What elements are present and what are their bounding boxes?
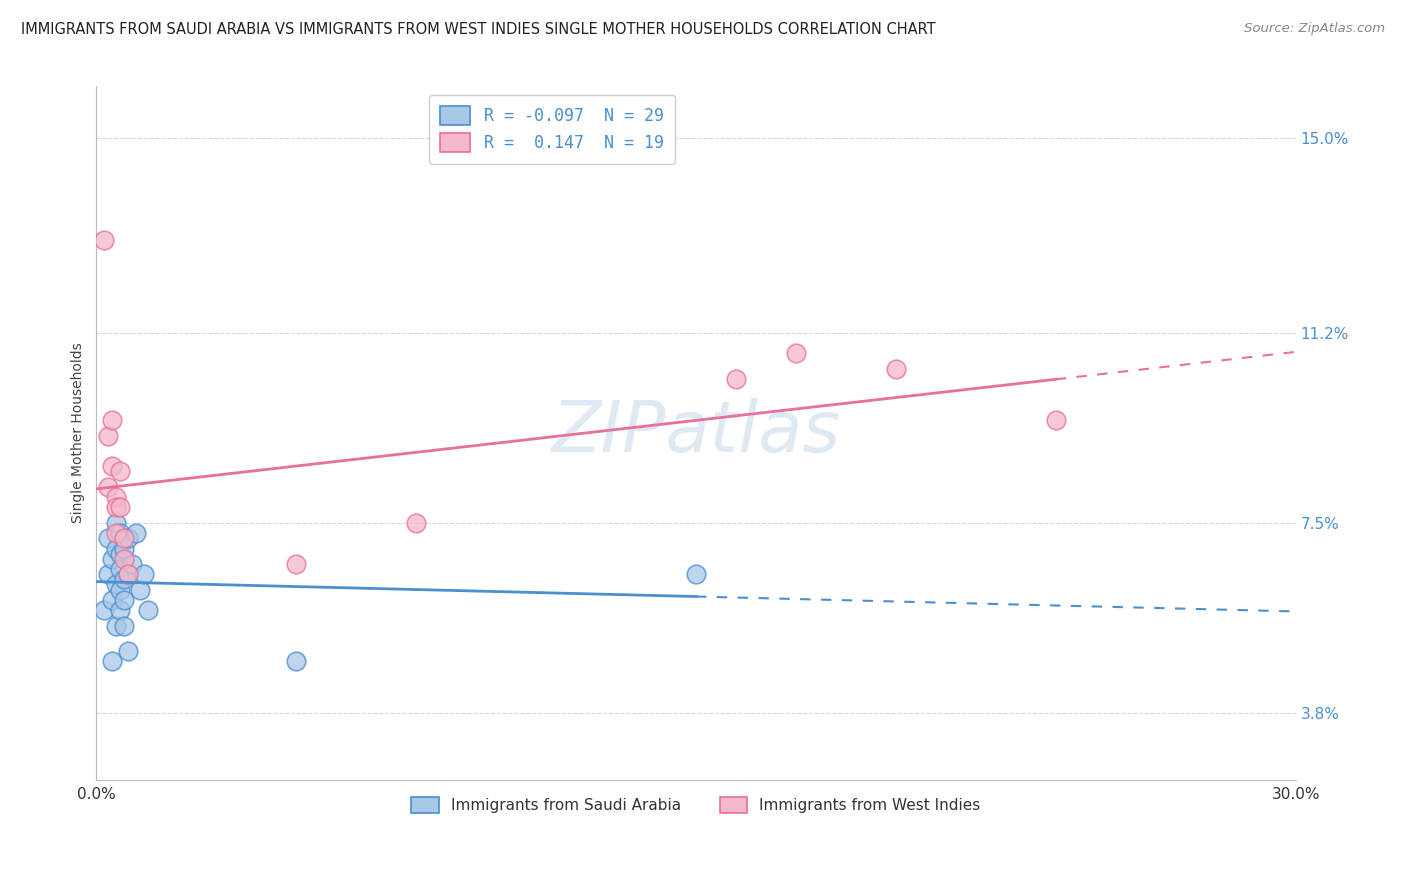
Point [112,593,135,607]
Point [101,459,124,474]
Point [136,603,159,617]
Point [884,361,907,376]
Point [112,531,135,545]
Point [112,618,135,632]
Point [1045,413,1067,427]
Point [785,346,807,360]
Point [110,547,132,561]
Text: IMMIGRANTS FROM SAUDI ARABIA VS IMMIGRANTS FROM WEST INDIES SINGLE MOTHER HOUSEH: IMMIGRANTS FROM SAUDI ARABIA VS IMMIGRAN… [21,22,936,37]
Point [110,526,132,541]
Point [117,567,139,582]
Point [112,572,135,586]
Point [101,593,124,607]
Point [101,413,124,427]
Point [117,567,139,582]
Point [105,500,128,515]
Point [105,526,128,541]
Point [110,603,132,617]
Point [134,567,156,582]
Point [97,480,120,494]
Y-axis label: Single Mother Households: Single Mother Households [72,343,86,524]
Point [110,582,132,597]
Point [112,541,135,556]
Point [110,500,132,515]
Point [285,557,308,571]
Point [101,655,124,669]
Point [105,541,128,556]
Point [97,428,120,442]
Point [117,644,139,658]
Point [105,516,128,530]
Point [125,526,148,541]
Text: ZIPatlas: ZIPatlas [551,399,841,467]
Point [97,567,120,582]
Point [121,557,143,571]
Point [724,372,747,386]
Point [685,567,707,582]
Text: Source: ZipAtlas.com: Source: ZipAtlas.com [1244,22,1385,36]
Point [285,655,308,669]
Point [129,582,152,597]
Point [112,551,135,566]
Point [93,603,115,617]
Point [93,234,115,248]
Point [117,531,139,545]
Point [105,490,128,504]
Point [405,516,427,530]
Point [110,562,132,576]
Point [101,551,124,566]
Legend: Immigrants from Saudi Arabia, Immigrants from West Indies: Immigrants from Saudi Arabia, Immigrants… [401,786,991,824]
Point [110,465,132,479]
Point [105,618,128,632]
Point [97,531,120,545]
Point [105,577,128,591]
